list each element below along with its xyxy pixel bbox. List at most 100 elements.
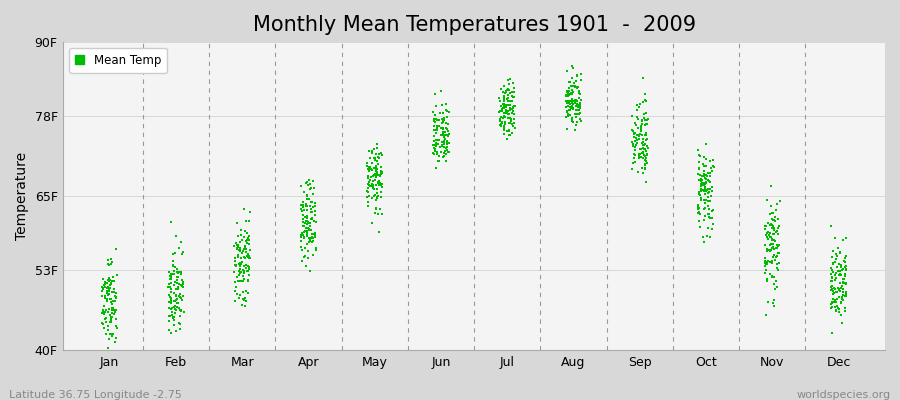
Point [173, 326, 187, 332]
Point [826, 260, 841, 266]
Point [633, 101, 647, 108]
Point [824, 284, 838, 290]
Point [626, 166, 640, 172]
Point [638, 91, 652, 97]
Point [773, 198, 788, 204]
Point [228, 288, 242, 294]
Point [763, 248, 778, 254]
Point [104, 256, 119, 262]
Point [100, 296, 114, 302]
Point [825, 283, 840, 289]
Point [375, 184, 390, 190]
Point [694, 183, 708, 189]
Point [240, 250, 255, 257]
Point [426, 149, 440, 156]
Point [559, 104, 573, 110]
Point [437, 139, 452, 145]
Point [772, 223, 787, 230]
Point [101, 327, 115, 334]
Point [238, 246, 253, 252]
Point [499, 88, 513, 94]
Point [104, 306, 119, 313]
Point [824, 271, 838, 278]
Point [701, 177, 716, 184]
Point [227, 269, 241, 275]
Point [437, 131, 452, 138]
Point [764, 241, 778, 247]
Point [505, 110, 519, 116]
Point [364, 174, 378, 180]
Point [698, 213, 712, 219]
Point [826, 261, 841, 268]
Point [828, 272, 842, 278]
Point [560, 92, 574, 99]
Point [838, 305, 852, 311]
Point [105, 305, 120, 312]
Point [772, 250, 787, 257]
Point [236, 248, 250, 254]
Point [304, 216, 319, 222]
Point [241, 278, 256, 284]
Point [308, 233, 322, 240]
Point [572, 102, 587, 109]
Point [563, 112, 578, 118]
Point [296, 212, 310, 218]
Point [168, 297, 183, 304]
Point [705, 208, 719, 214]
Point [234, 254, 248, 261]
Point [103, 330, 117, 337]
Point [694, 176, 708, 182]
Point [568, 111, 582, 118]
Point [568, 100, 582, 106]
Point [832, 288, 847, 294]
Point [104, 259, 119, 265]
Point [300, 196, 314, 202]
Point [231, 272, 246, 278]
Point [431, 158, 446, 164]
Point [626, 134, 641, 140]
Point [441, 128, 455, 134]
Point [762, 242, 777, 249]
Point [372, 178, 386, 184]
Point [769, 254, 783, 260]
Point [236, 289, 250, 295]
Point [763, 271, 778, 277]
Point [699, 233, 714, 240]
Point [691, 206, 706, 212]
Point [572, 107, 586, 114]
Point [500, 128, 515, 135]
Point [571, 103, 585, 110]
Point [238, 264, 253, 271]
Point [839, 262, 853, 269]
Point [370, 141, 384, 147]
Point [692, 218, 706, 225]
Point [570, 98, 584, 104]
Point [436, 125, 450, 132]
Point [493, 86, 508, 92]
Point [242, 272, 256, 278]
Point [768, 286, 782, 292]
Point [164, 294, 178, 301]
Point [369, 163, 383, 169]
Point [765, 274, 779, 280]
Point [638, 155, 652, 162]
Point [299, 224, 313, 231]
Point [369, 172, 383, 179]
Point [435, 142, 449, 149]
Point [297, 234, 311, 240]
Point [242, 254, 256, 261]
Point [109, 316, 123, 322]
Point [294, 238, 309, 244]
Point [427, 116, 441, 122]
Point [307, 185, 321, 191]
Point [698, 180, 713, 186]
Point [766, 244, 780, 250]
Point [438, 145, 453, 152]
Point [632, 133, 646, 139]
Point [362, 168, 376, 174]
Point [296, 203, 310, 210]
Point [703, 173, 717, 180]
Point [372, 182, 386, 189]
Point [698, 197, 713, 203]
Point [561, 110, 575, 117]
